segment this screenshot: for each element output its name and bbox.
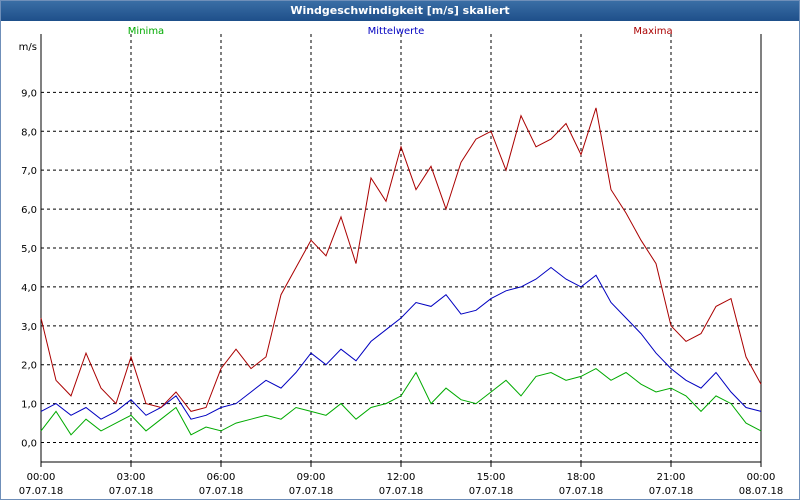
wind-speed-chart: 0,0 1,0 2,0 3,0 4,0 5,0 6,0 7,0 8,0 9,0 00:00 07.07…	[19, 26, 784, 497]
x-tick-date: 07.07.18	[19, 486, 64, 497]
x-tick-time: 21:00	[657, 472, 686, 483]
x-tick-date: 07.07.18	[379, 486, 424, 497]
x-tick-date: 07.07.18	[649, 486, 694, 497]
y-tick-label: 8,0	[21, 127, 37, 138]
x-tick-time: 09:00	[297, 472, 326, 483]
x-tick-time: 03:00	[117, 472, 146, 483]
x-tick-date: 07.07.18	[289, 486, 334, 497]
x-tick-date: 07.07.18	[199, 486, 244, 497]
x-tick-date: 07.07.18	[559, 486, 604, 497]
y-tick-label: 7,0	[21, 166, 37, 177]
x-tick-date: 08.07.18	[739, 486, 784, 497]
legend-label-minima: Minima	[128, 26, 164, 37]
legend: Minima Mittelwerte Maxima	[128, 26, 673, 37]
x-tick-time: 00:00	[747, 472, 776, 483]
x-tick-time: 15:00	[477, 472, 506, 483]
x-tick-time: 12:00	[387, 472, 416, 483]
grid	[41, 34, 761, 462]
legend-label-maxima: Maxima	[633, 26, 672, 37]
legend-label-mittelwerte: Mittelwerte	[368, 26, 425, 37]
y-tick-label: 9,0	[21, 88, 37, 99]
tick-labels: 0,0 1,0 2,0 3,0 4,0 5,0 6,0 7,0 8,0 9,0 00:00 07.07…	[19, 42, 784, 497]
series-layer	[40, 107, 762, 436]
series-line-minima	[40, 368, 762, 436]
x-tick-time: 00:00	[27, 472, 56, 483]
x-tick-time: 06:00	[207, 472, 236, 483]
x-tick-date: 07.07.18	[109, 486, 154, 497]
axes	[40, 34, 762, 467]
y-tick-label: 3,0	[21, 322, 37, 333]
window-title: Windgeschwindigkeit [m/s] skaliert	[1, 1, 799, 21]
y-tick-label: 0,0	[21, 439, 37, 450]
y-tick-label: 1,0	[21, 400, 37, 411]
y-tick-label: 4,0	[21, 283, 37, 294]
x-tick-date: 07.07.18	[469, 486, 514, 497]
series-line-maxima	[40, 107, 762, 412]
y-tick-label: 6,0	[21, 205, 37, 216]
y-tick-label: 5,0	[21, 244, 37, 255]
y-tick-label: 2,0	[21, 361, 37, 372]
y-axis-unit-label: m/s	[19, 42, 37, 53]
x-tick-time: 18:00	[567, 472, 596, 483]
